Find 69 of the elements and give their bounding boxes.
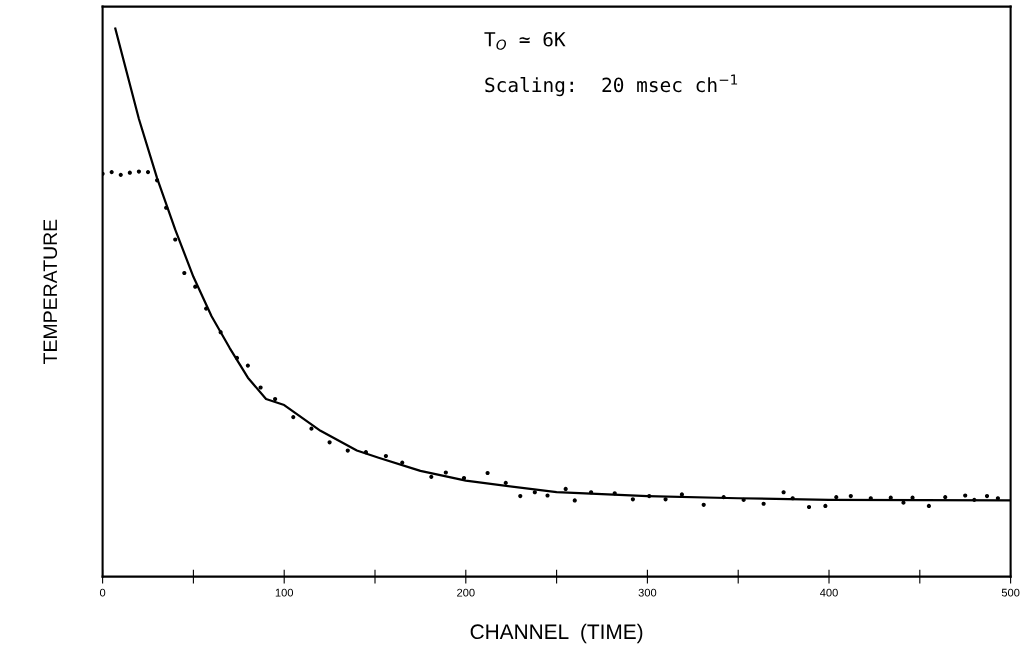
point: [429, 474, 434, 479]
point: [943, 495, 948, 500]
point: [234, 355, 240, 361]
x-tick-label: 200: [457, 588, 475, 597]
point: [701, 502, 706, 507]
point: [204, 306, 209, 311]
point: [532, 490, 537, 495]
point: [910, 495, 915, 500]
point: [823, 503, 828, 509]
point: [663, 497, 668, 502]
point: [806, 504, 812, 510]
annotation: Scaling: 20 msec ch$^{−1}$: [485, 74, 738, 97]
point: [400, 460, 405, 465]
point: [721, 495, 726, 500]
point: [572, 498, 577, 503]
point: [545, 493, 550, 498]
point: [589, 490, 594, 495]
point: [926, 503, 931, 509]
point: [309, 426, 314, 431]
point: [612, 491, 617, 496]
point: [102, 171, 105, 176]
point: [327, 440, 332, 445]
point: [485, 470, 490, 476]
point: [345, 448, 350, 453]
point: [761, 501, 766, 506]
x-tick-label: 0: [99, 588, 106, 597]
y-axis-title: TEMPERATURE: [43, 219, 58, 364]
point: [647, 493, 652, 499]
point: [127, 170, 132, 175]
point: [503, 480, 508, 485]
point: [963, 493, 968, 498]
point: [901, 500, 906, 505]
point: [848, 493, 853, 499]
point: [741, 497, 746, 502]
point: [136, 169, 142, 174]
point: [291, 415, 296, 420]
point: [245, 363, 250, 368]
point: [834, 495, 839, 500]
point: [173, 237, 178, 242]
point: [182, 270, 187, 276]
x-tick-label: 500: [1001, 588, 1020, 597]
point: [164, 205, 169, 210]
point: [781, 490, 786, 495]
point: [518, 493, 523, 499]
point: [193, 284, 198, 289]
point: [461, 475, 467, 481]
point: [995, 496, 1000, 501]
annotation: T$_{O}$ ≃ 6K: [484, 31, 566, 50]
point: [218, 330, 223, 335]
point: [363, 450, 369, 455]
point: [118, 172, 123, 177]
point: [443, 470, 448, 475]
point: [109, 170, 114, 175]
point: [563, 486, 568, 492]
x-tick-label: 100: [275, 588, 294, 597]
x-axis-title: CHANNEL (TIME): [470, 623, 643, 644]
point: [273, 396, 278, 402]
point: [888, 495, 893, 500]
point: [383, 453, 388, 459]
point: [258, 385, 263, 390]
point: [984, 493, 990, 499]
point: [145, 170, 151, 175]
point: [679, 492, 684, 497]
x-tick-label: 400: [820, 588, 838, 597]
point: [790, 496, 795, 501]
point: [972, 497, 977, 502]
x-tick-label: 300: [638, 588, 657, 597]
point: [630, 497, 635, 502]
point: [154, 178, 160, 183]
